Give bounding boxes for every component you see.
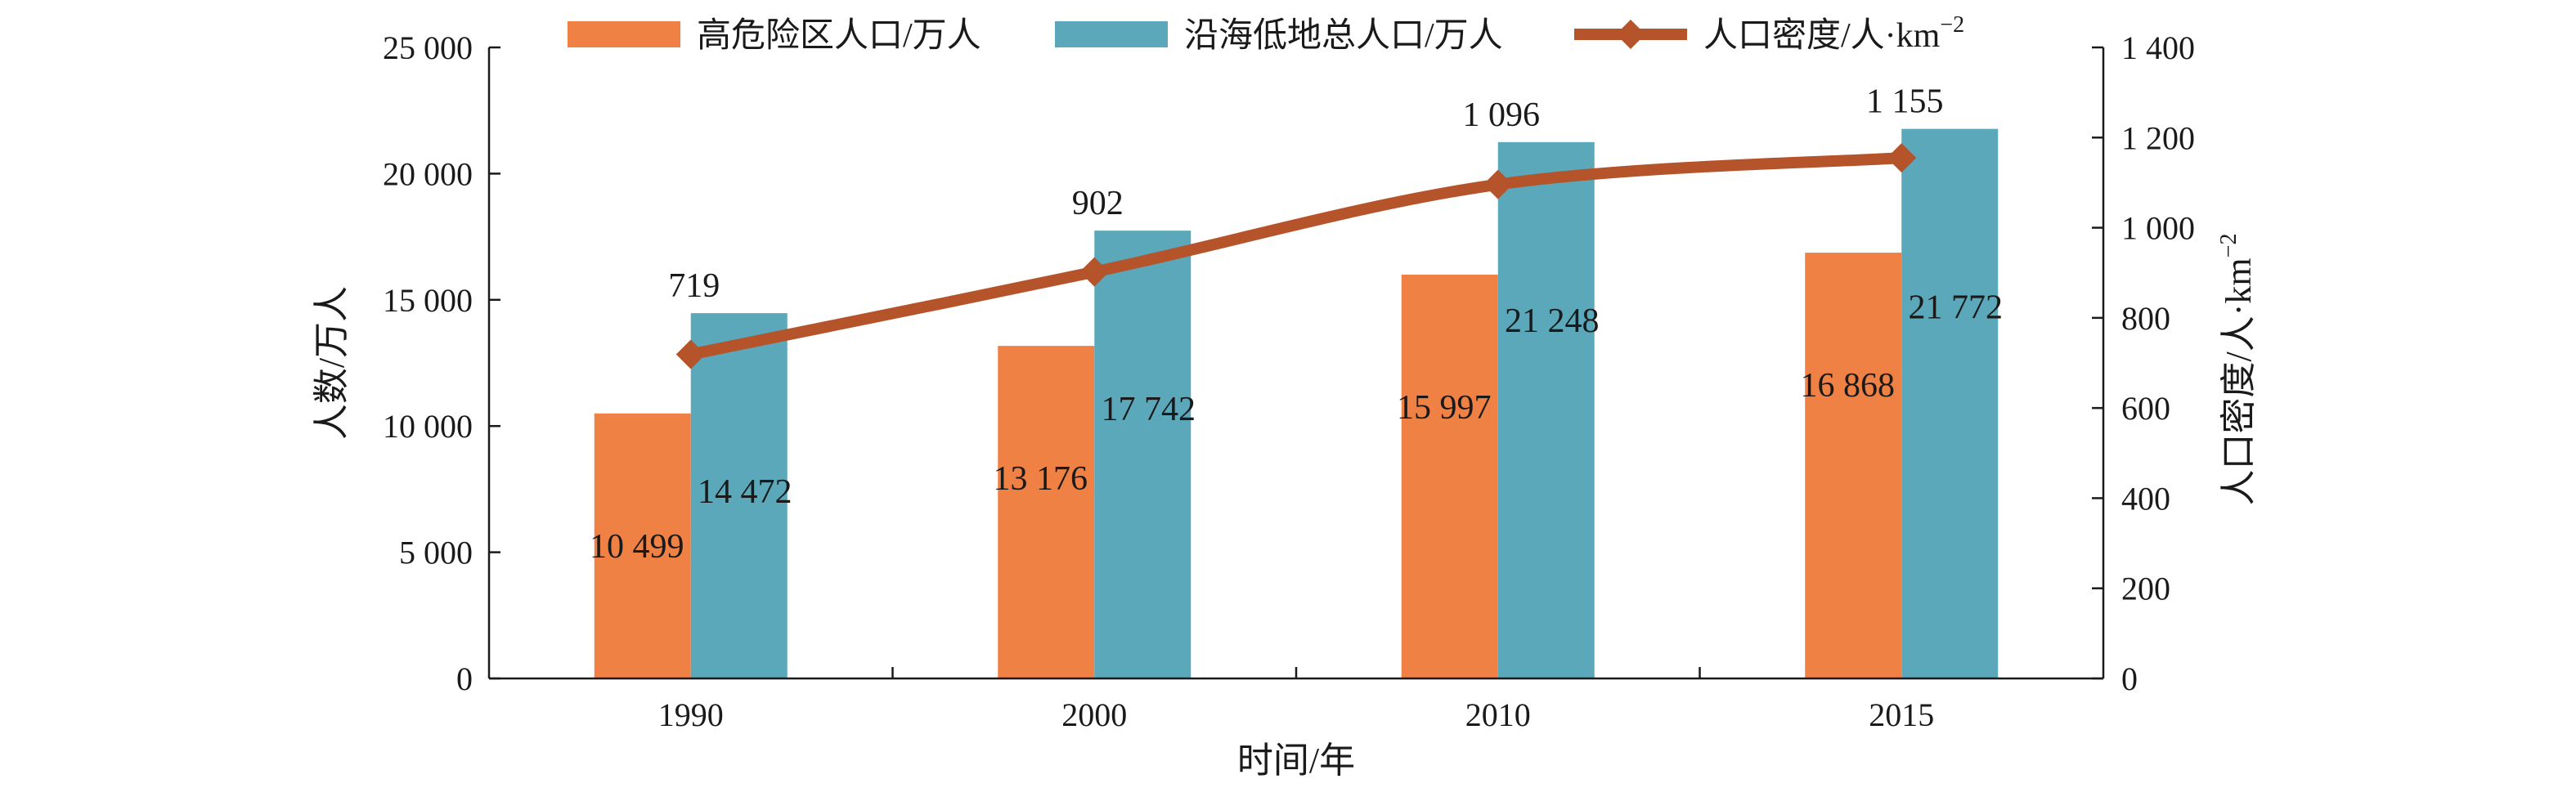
legend-label-high-risk-main: 高危险区人口/万人 [697, 16, 981, 55]
density-marker-2010 [1483, 169, 1513, 199]
label-high-risk-1990: 10 499 [590, 528, 684, 566]
y2-tick-label: 0 [2121, 660, 2138, 697]
bar-high-risk-2010 [1401, 275, 1498, 678]
legend-label-coastal-total: 沿海低地总人口/万人 [1184, 17, 1503, 55]
y2-tick-label: 600 [2121, 390, 2170, 427]
density-line [689, 152, 1902, 360]
y-tick-label: 5 000 [399, 535, 473, 571]
x-tick-label-2000: 2000 [1061, 696, 1127, 733]
bar-coastal-total-2015 [1901, 128, 1999, 678]
y-tick-label: 10 000 [383, 408, 473, 445]
bar-coastal-total-2010 [1497, 141, 1595, 678]
legend-label-coastal-total-main: 沿海低地总人口/万人 [1184, 17, 1503, 55]
label-coastal-total-1990: 14 472 [698, 473, 792, 511]
legend: 高危险区人口/万人 沿海低地总人口/万人 人口密度/人·km−2 [568, 12, 1964, 55]
density-marker-1990 [675, 339, 706, 369]
density-marker-2000 [1079, 257, 1110, 287]
y2-tick-label: 1 000 [2121, 210, 2195, 247]
data-labels: 10 499 14 472 719 13 176 17 742 902 15 997 21 2… [590, 83, 2003, 566]
legend-marker-density [1616, 20, 1645, 49]
label-high-risk-2010: 15 997 [1397, 389, 1492, 427]
y2-tick-label: 1 200 [2121, 119, 2195, 156]
bar-high-risk-2015 [1805, 253, 1902, 678]
x-tick-label-1990: 1990 [658, 696, 724, 733]
x-tick-label-2015: 2015 [1869, 696, 1934, 733]
legend-swatch-high-risk [568, 21, 680, 47]
legend-label-density-main: 人口密度/人·km [1703, 16, 1941, 55]
y2-axis-title-main: 人口密度/人·km [2219, 257, 2259, 505]
density-line-layer [675, 143, 1917, 369]
bars [594, 128, 1999, 678]
label-density-2000: 902 [1072, 185, 1124, 222]
label-density-2010: 1 096 [1463, 96, 1541, 134]
y-tick-label: 20 000 [383, 155, 473, 192]
legend-label-density-superscript: −2 [1940, 12, 1964, 38]
y2-axis-title: 人口密度/人·km−2 [2216, 234, 2259, 506]
y-tick-label: 0 [456, 660, 473, 697]
legend-swatch-coastal-total [1055, 21, 1168, 47]
label-coastal-total-2000: 17 742 [1102, 391, 1196, 428]
y2-tick-label: 400 [2121, 480, 2170, 517]
bar-high-risk-1990 [594, 413, 691, 678]
label-high-risk-2015: 16 868 [1801, 367, 1896, 405]
bar-high-risk-2000 [998, 346, 1095, 678]
label-high-risk-2000: 13 176 [994, 460, 1088, 498]
x-axis-title: 时间/年 [1237, 741, 1355, 781]
x-tick-label-2010: 2010 [1465, 696, 1531, 733]
label-coastal-total-2015: 21 772 [1909, 289, 2004, 327]
y-tick-label: 25 000 [383, 29, 473, 66]
label-coastal-total-2010: 21 248 [1505, 302, 1600, 340]
y2-tick-label: 800 [2121, 300, 2170, 337]
y2-tick-label: 200 [2121, 571, 2170, 607]
label-density-1990: 719 [668, 267, 720, 305]
y-tick-label: 15 000 [383, 282, 473, 319]
bar-coastal-total-2000 [1094, 231, 1192, 678]
y2-tick-label: 1 400 [2121, 29, 2195, 66]
y2-axis-title-superscript: −2 [2216, 234, 2242, 258]
legend-label-high-risk: 高危险区人口/万人 [697, 16, 981, 55]
legend-label-density: 人口密度/人·km−2 [1703, 12, 1964, 55]
y-axis-title: 人数/万人 [312, 286, 352, 440]
label-density-2015: 1 155 [1866, 83, 1944, 121]
density-marker-2015 [1887, 143, 1917, 173]
bar-coastal-total-1990 [690, 313, 788, 678]
